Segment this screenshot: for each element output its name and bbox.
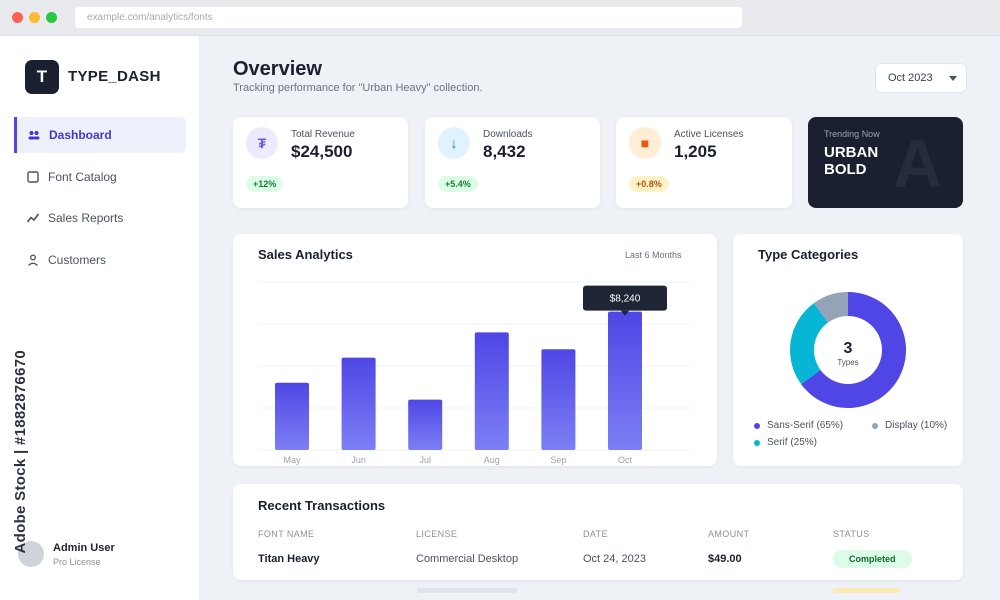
x-tick-label: May <box>283 455 301 465</box>
legend-label: Display (10%) <box>885 420 948 431</box>
stat-label: Total Revenue <box>291 129 355 140</box>
bar-chart: May Jun Jul Aug Sep Oct $8,240 <box>258 281 692 465</box>
donut-slice-2[interactable] <box>813 292 848 323</box>
sidebar: T TYPE_DASH Dashboard Font Catalog Sales… <box>0 36 200 600</box>
license-icon: ■ <box>629 127 661 159</box>
bar-oct[interactable] <box>608 311 642 450</box>
column-header[interactable]: AMOUNT <box>708 529 750 539</box>
x-tick-label: Oct <box>618 455 633 465</box>
sidebar-item-label: Dashboard <box>49 128 112 142</box>
tooltip-pointer <box>621 310 629 316</box>
period-label[interactable]: Last 6 Months <box>625 250 682 260</box>
x-tick-label: Sep <box>550 455 566 465</box>
sidebar-item-font-catalog[interactable]: Font Catalog <box>14 159 186 195</box>
bar-jul[interactable] <box>408 399 443 450</box>
currency-icon: ₮ <box>246 127 278 159</box>
next-row-status-hint <box>833 588 901 593</box>
stat-badge: +0.8% <box>629 176 669 192</box>
trending-label: Trending Now <box>824 129 880 139</box>
browser-toolbar: example.com/analytics/fonts <box>0 0 1000 36</box>
x-tick-label: Jul <box>419 455 431 465</box>
user-role: Pro License <box>53 557 101 567</box>
legend-label: Serif (25%) <box>767 437 818 448</box>
tooltip-value: $8,240 <box>610 294 641 305</box>
bar-aug[interactable] <box>474 332 509 450</box>
legend-dot-icon <box>872 422 878 429</box>
column-header[interactable]: LICENSE <box>416 529 458 539</box>
legend-dot-icon <box>754 422 760 429</box>
brand-name: TYPE_DASH <box>68 68 161 85</box>
stat-label: Active Licenses <box>674 129 744 140</box>
legend-item[interactable]: Serif (25%) <box>754 437 817 448</box>
cell-license: Commercial Desktop <box>416 553 519 565</box>
x-tick-label: Jun <box>351 455 366 465</box>
sidebar-item-sales-reports[interactable]: Sales Reports <box>14 200 186 236</box>
next-row-hint <box>417 588 517 593</box>
card-title: Type Categories <box>758 247 859 262</box>
stat-value: $24,500 <box>291 142 353 161</box>
stat-value: 8,432 <box>483 142 526 161</box>
stat-badge: +5.4% <box>438 176 478 192</box>
users-icon <box>27 128 41 142</box>
column-header[interactable]: STATUS <box>833 529 870 539</box>
cell-font-name: Titan Heavy <box>258 553 320 565</box>
column-header[interactable]: FONT NAME <box>258 529 315 539</box>
adobe-logo-icon: A <box>893 126 943 202</box>
legend-item[interactable]: Display (10%) <box>872 420 947 431</box>
cell-date: Oct 24, 2023 <box>583 553 646 565</box>
stat-card-downloads: ↓ Downloads 8,432 +5.4% <box>425 117 600 208</box>
sidebar-item-label: Font Catalog <box>48 170 117 184</box>
donut-center-value: 3 <box>844 340 853 357</box>
donut-center-label: Types <box>837 358 858 367</box>
page-subtitle: Tracking performance for "Urban Heavy" c… <box>233 82 483 94</box>
avatar[interactable] <box>18 541 44 567</box>
column-header[interactable]: DATE <box>583 529 608 539</box>
address-bar[interactable]: example.com/analytics/fonts <box>75 7 742 28</box>
stat-card-licenses: ■ Active Licenses 1,205 +0.8% <box>616 117 792 208</box>
user-name: Admin User <box>53 542 115 554</box>
sidebar-item-dashboard[interactable]: Dashboard <box>14 117 186 153</box>
bar-sep[interactable] <box>541 349 576 450</box>
stat-badge: +12% <box>246 176 284 192</box>
sidebar-item-label: Customers <box>48 253 107 267</box>
date-select[interactable]: Oct 2023 <box>875 63 967 93</box>
sidebar-item-customers[interactable]: Customers <box>14 242 186 278</box>
donut-chart: 3 Types <box>790 292 907 408</box>
bar-tooltip <box>583 285 667 311</box>
sidebar-item-label: Sales Reports <box>48 211 124 225</box>
card-title: Recent Transactions <box>258 498 386 513</box>
stat-value: 1,205 <box>674 142 717 161</box>
main-content: Overview Tracking performance for "Urban… <box>200 36 1000 600</box>
minimize-window-button[interactable] <box>29 12 40 23</box>
stat-label: Downloads <box>483 129 533 140</box>
chevron-down-icon <box>949 76 957 81</box>
type-categories-card: Type Categories 3 Types Sans-Serif (65%)… <box>733 234 963 466</box>
date-select-value: Oct 2023 <box>888 72 933 84</box>
donut-slice-0[interactable] <box>801 292 907 408</box>
legend-dot-icon <box>754 439 760 446</box>
stat-card-revenue: ₮ Total Revenue $24,500 +12% <box>233 117 408 208</box>
bar-jun[interactable] <box>341 357 376 450</box>
square-icon <box>26 170 40 184</box>
transactions-card: Recent Transactions FONT NAME LICENSE DA… <box>233 484 963 580</box>
card-title: Sales Analytics <box>258 247 353 262</box>
legend-item[interactable]: Sans-Serif (65%) <box>754 420 843 431</box>
legend-label: Sans-Serif (65%) <box>767 420 844 431</box>
maximize-window-button[interactable] <box>46 12 57 23</box>
status-badge: Completed <box>833 550 912 568</box>
close-window-button[interactable] <box>12 12 23 23</box>
trending-value: URBAN BOLD <box>824 144 879 178</box>
trend-icon <box>26 211 40 225</box>
x-tick-label: Aug <box>484 455 500 465</box>
user-icon <box>26 253 40 267</box>
stock-watermark: Adobe Stock | #1882876670 <box>12 350 29 554</box>
download-arrow-icon: ↓ <box>438 127 470 159</box>
trending-card[interactable]: A Trending Now URBAN BOLD <box>808 117 963 208</box>
donut-slice-1[interactable] <box>790 303 829 385</box>
bar-may[interactable] <box>275 382 309 450</box>
cell-amount: $49.00 <box>708 553 742 565</box>
page-title: Overview <box>233 58 322 80</box>
brand-logo: T <box>25 60 59 94</box>
sales-analytics-card: Sales Analytics Last 6 Months May Jun Jul A… <box>233 234 717 466</box>
